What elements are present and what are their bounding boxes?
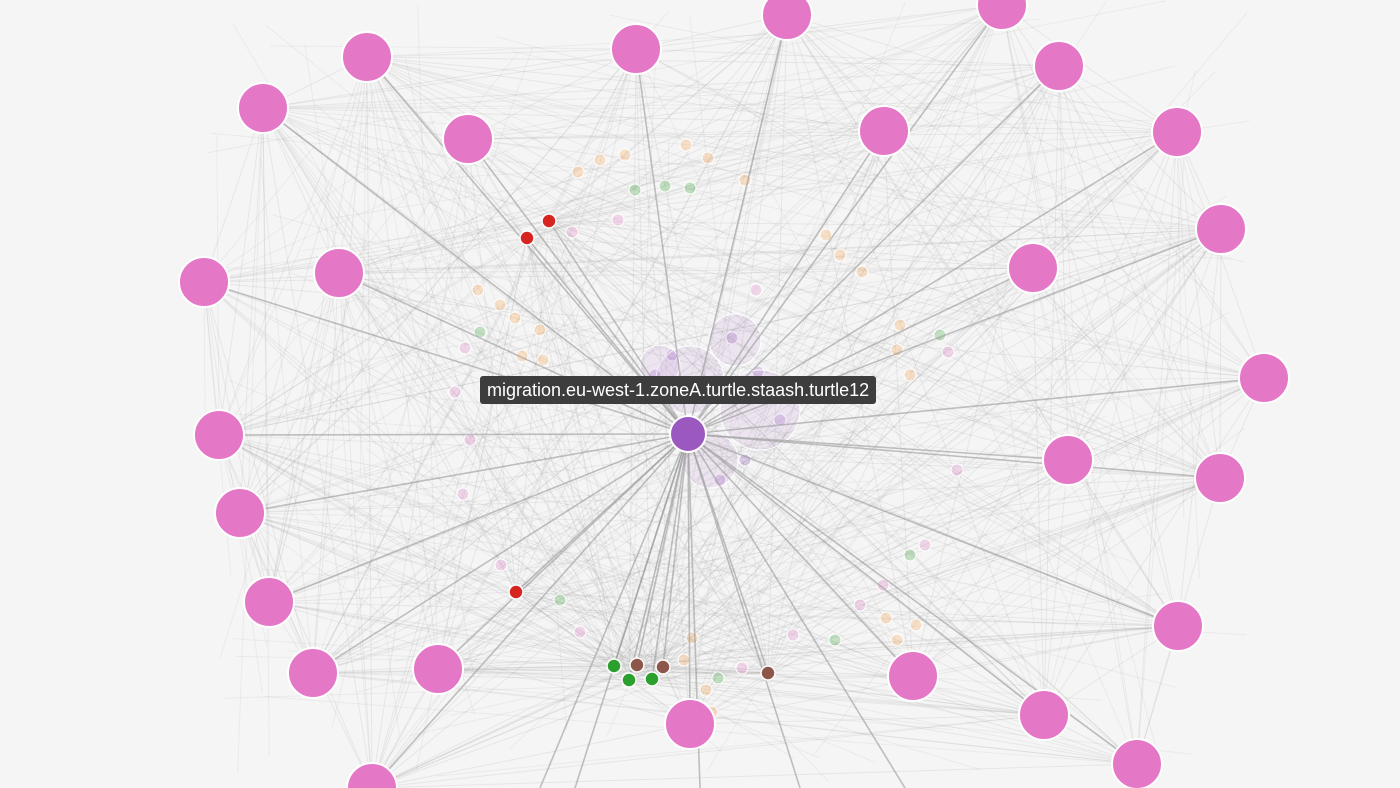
faded-node	[919, 539, 931, 551]
ring-node[interactable]	[611, 24, 661, 74]
faded-node	[678, 654, 690, 666]
faded-node	[494, 299, 506, 311]
faded-node	[464, 434, 476, 446]
faded-node	[834, 249, 846, 261]
faded-node	[904, 549, 916, 561]
ring-node[interactable]	[342, 32, 392, 82]
highlighted-edge	[688, 5, 1002, 434]
focus-node[interactable]	[670, 416, 706, 452]
faded-node	[495, 559, 507, 571]
ring-node[interactable]	[1152, 107, 1202, 157]
faded-node	[537, 354, 549, 366]
focus-halo	[709, 314, 761, 366]
faded-node	[736, 662, 748, 674]
faded-node	[684, 182, 696, 194]
ring-node[interactable]	[1153, 601, 1203, 651]
faded-node	[449, 386, 461, 398]
faded-node	[712, 672, 724, 684]
ring-node[interactable]	[762, 0, 812, 40]
background-edge	[1059, 66, 1073, 333]
faded-node	[904, 369, 916, 381]
background-edge	[240, 513, 819, 758]
background-edge	[358, 139, 468, 376]
highlighted-edge	[688, 434, 905, 788]
faded-node	[702, 152, 714, 164]
faded-node	[509, 312, 521, 324]
faded-node	[942, 346, 954, 358]
alert-node[interactable]	[509, 585, 523, 599]
ok-node[interactable]	[622, 673, 636, 687]
node-tooltip: migration.eu-west-1.zoneA.turtle.staash.…	[480, 376, 876, 404]
background-edge	[451, 609, 1178, 626]
faded-node	[686, 632, 698, 644]
faded-node	[856, 266, 868, 278]
faded-node	[574, 626, 586, 638]
background-edge	[270, 46, 636, 49]
ring-node[interactable]	[1008, 243, 1058, 293]
ring-node[interactable]	[1034, 41, 1084, 91]
ring-node[interactable]	[665, 699, 715, 749]
highlighted-edge	[688, 15, 787, 434]
faded-node	[891, 634, 903, 646]
faded-node	[787, 629, 799, 641]
ring-node[interactable]	[1239, 353, 1289, 403]
brown-node[interactable]	[761, 666, 775, 680]
ring-node[interactable]	[288, 648, 338, 698]
ring-node[interactable]	[443, 114, 493, 164]
ring-node[interactable]	[1112, 739, 1162, 788]
background-edge	[331, 131, 884, 218]
faded-node	[572, 166, 584, 178]
faded-node	[680, 139, 692, 151]
faded-node	[854, 599, 866, 611]
faded-node	[554, 594, 566, 606]
faded-node	[750, 284, 762, 296]
ok-node[interactable]	[607, 659, 621, 673]
faded-node	[619, 149, 631, 161]
background-edge	[1033, 268, 1159, 761]
brown-node[interactable]	[630, 658, 644, 672]
faded-node	[594, 154, 606, 166]
background-edge	[228, 380, 913, 676]
ring-node[interactable]	[859, 106, 909, 156]
alert-node[interactable]	[520, 231, 534, 245]
highlighted-edge	[219, 434, 688, 435]
ring-node[interactable]	[244, 577, 294, 627]
ring-node[interactable]	[215, 488, 265, 538]
faded-node	[459, 342, 471, 354]
faded-node	[880, 612, 892, 624]
ring-node[interactable]	[1019, 690, 1069, 740]
faded-node	[659, 180, 671, 192]
faded-node	[566, 226, 578, 238]
background-edge	[263, 102, 1134, 108]
ring-node[interactable]	[238, 83, 288, 133]
ring-node[interactable]	[314, 248, 364, 298]
ring-node[interactable]	[1196, 204, 1246, 254]
background-edge	[438, 669, 1192, 754]
faded-node	[629, 184, 641, 196]
ring-node[interactable]	[1195, 453, 1245, 503]
ring-node[interactable]	[888, 651, 938, 701]
ok-node[interactable]	[645, 672, 659, 686]
faded-node	[534, 324, 546, 336]
faded-node	[910, 619, 922, 631]
brown-node[interactable]	[656, 660, 670, 674]
alert-node[interactable]	[542, 214, 556, 228]
background-edge	[305, 46, 339, 273]
faded-node	[472, 284, 484, 296]
ring-node[interactable]	[1043, 435, 1093, 485]
faded-node	[612, 214, 624, 226]
ring-node[interactable]	[194, 410, 244, 460]
faded-node	[829, 634, 841, 646]
ring-node[interactable]	[179, 257, 229, 307]
background-edge	[204, 282, 262, 693]
ring-node[interactable]	[413, 644, 463, 694]
faded-node	[457, 488, 469, 500]
background-edge	[1220, 229, 1221, 478]
faded-node	[700, 684, 712, 696]
background-edge	[1012, 478, 1220, 556]
faded-node	[951, 464, 963, 476]
